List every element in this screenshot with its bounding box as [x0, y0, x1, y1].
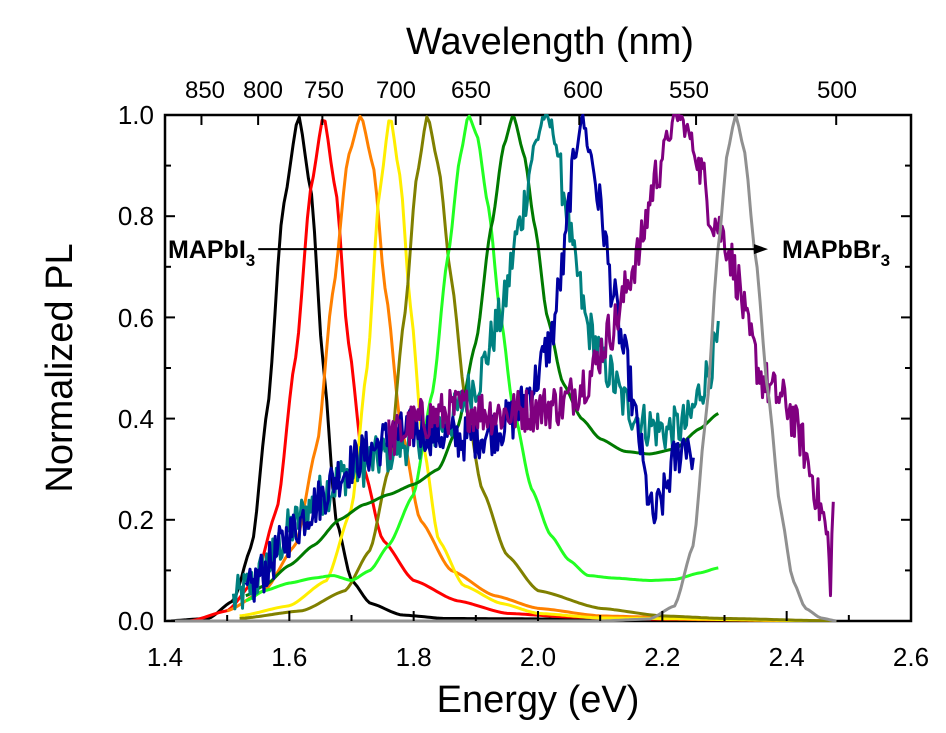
series-line-olive	[239, 115, 837, 622]
series-line-lime	[245, 114, 719, 603]
x-tick-label: 1.8	[396, 642, 432, 672]
wavelength-tick-label: 750	[304, 77, 344, 104]
top-axis-title: Wavelength (nm)	[406, 21, 694, 63]
y-tick-label: 0.2	[118, 505, 154, 535]
wavelength-tick-label: 850	[185, 77, 225, 104]
x-tick-label: 1.4	[147, 642, 183, 672]
y-axis-title: Normalized PL	[39, 243, 81, 492]
y-tick-label: 0.6	[118, 303, 154, 333]
y-tick-label: 0.0	[118, 606, 154, 636]
wavelength-tick-label: 650	[451, 77, 491, 104]
label-mapbbr3-main: MAPbBr	[782, 236, 881, 264]
series-line-orange	[226, 114, 837, 622]
label-mapbbr3-sub: 3	[881, 251, 890, 270]
label-mapbi3-sub: 3	[246, 251, 255, 270]
ticks-layer	[164, 114, 912, 622]
series-line-gray	[165, 114, 837, 622]
x-tick-label: 1.6	[271, 642, 307, 672]
series-line-purple	[387, 114, 835, 598]
x-tick-label: 2.4	[769, 642, 805, 672]
wavelength-tick-label: 600	[563, 77, 603, 104]
label-mapbbr3: MAPbBr3	[782, 236, 890, 270]
y-tick-label: 1.0	[118, 100, 154, 130]
series-line-teal	[231, 114, 720, 611]
y-tick-label: 0.4	[118, 404, 154, 434]
wavelength-tick-label: 800	[243, 77, 283, 104]
arrow-head	[754, 244, 769, 255]
label-mapbi3: MAPbI3	[168, 236, 255, 270]
wavelength-tick-label: 700	[376, 77, 416, 104]
wavelength-tick-label: 550	[669, 77, 709, 104]
y-tick-label: 0.8	[118, 201, 154, 231]
x-tick-label: 2.6	[893, 642, 929, 672]
x-tick-label: 2.0	[520, 642, 556, 672]
series-line-navy	[244, 114, 695, 603]
label-mapbi3-main: MAPbI	[168, 236, 246, 264]
composition-arrow	[258, 244, 769, 255]
x-axis-title: Energy (eV)	[437, 679, 640, 721]
x-tick-label: 2.2	[644, 642, 680, 672]
wavelength-tick-label: 500	[817, 77, 857, 104]
series-layer	[165, 114, 837, 622]
